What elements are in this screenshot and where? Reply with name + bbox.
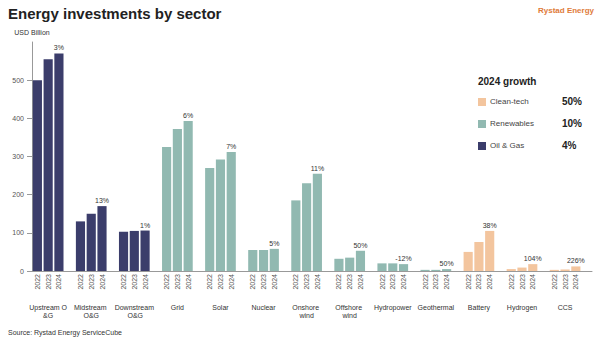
svg-text:1%: 1%	[140, 222, 150, 229]
svg-text:2023: 2023	[303, 274, 310, 290]
svg-text:2024 growth: 2024 growth	[478, 76, 536, 87]
svg-text:Clean-tech: Clean-tech	[490, 97, 529, 106]
svg-text:50%: 50%	[562, 96, 582, 107]
svg-text:Nuclear: Nuclear	[251, 304, 276, 311]
svg-text:Upstream O: Upstream O	[29, 304, 67, 312]
svg-text:Battery: Battery	[468, 304, 491, 312]
svg-text:2024: 2024	[529, 274, 536, 290]
svg-text:-12%: -12%	[395, 255, 411, 262]
svg-text:2022: 2022	[206, 274, 213, 290]
svg-text:2023: 2023	[260, 274, 267, 290]
svg-text:38%: 38%	[483, 222, 497, 229]
svg-text:Geothermal: Geothermal	[418, 304, 455, 311]
svg-text:500: 500	[12, 77, 24, 84]
svg-text:2024: 2024	[228, 274, 235, 290]
svg-text:6%: 6%	[183, 112, 193, 119]
svg-text:2023: 2023	[131, 274, 138, 290]
svg-text:Offshore: Offshore	[335, 304, 364, 311]
svg-text:2024: 2024	[572, 274, 579, 290]
svg-text:USD Billion: USD Billion	[14, 29, 50, 36]
svg-text:100: 100	[12, 229, 24, 236]
svg-text:2023: 2023	[475, 274, 482, 290]
svg-text:2022: 2022	[379, 274, 386, 290]
svg-text:Downstream: Downstream	[115, 304, 154, 311]
svg-text:2023: 2023	[45, 274, 52, 290]
svg-text:300: 300	[12, 153, 24, 160]
svg-text:10%: 10%	[562, 118, 582, 129]
svg-text:50%: 50%	[353, 242, 367, 249]
svg-text:2024: 2024	[486, 274, 493, 290]
svg-text:50%: 50%	[440, 260, 454, 267]
svg-text:Onshore: Onshore	[292, 304, 321, 311]
svg-text:Energy investments by sector: Energy investments by sector	[8, 5, 222, 22]
svg-text:2024: 2024	[142, 274, 149, 290]
svg-text:0: 0	[20, 268, 24, 275]
svg-text:2023: 2023	[88, 274, 95, 290]
svg-text:Solar: Solar	[212, 304, 229, 311]
svg-text:13%: 13%	[95, 197, 109, 204]
svg-text:4%: 4%	[562, 140, 577, 151]
svg-text:2024: 2024	[271, 274, 278, 290]
svg-text:2024: 2024	[99, 274, 106, 290]
svg-text:Hydrogen: Hydrogen	[507, 304, 537, 312]
svg-text:2024: 2024	[185, 274, 192, 290]
svg-text:2022: 2022	[163, 274, 170, 290]
svg-text:2022: 2022	[77, 274, 84, 290]
svg-text:&G: &G	[43, 312, 53, 319]
svg-text:2023: 2023	[519, 274, 526, 290]
svg-text:400: 400	[12, 115, 24, 122]
svg-text:5%: 5%	[269, 240, 279, 247]
svg-text:11%: 11%	[311, 165, 325, 172]
svg-text:2023: 2023	[432, 274, 439, 290]
svg-text:3%: 3%	[54, 44, 64, 51]
svg-text:2023: 2023	[346, 274, 353, 290]
svg-text:104%: 104%	[524, 255, 542, 262]
svg-text:2023: 2023	[174, 274, 181, 290]
svg-text:2022: 2022	[508, 274, 515, 290]
svg-text:CCS: CCS	[558, 304, 573, 311]
svg-text:Rystad Energy: Rystad Energy	[538, 6, 595, 15]
svg-text:O&G: O&G	[126, 312, 144, 319]
svg-text:wind: wind	[298, 312, 314, 319]
svg-text:2022: 2022	[551, 274, 558, 290]
svg-text:Grid: Grid	[171, 304, 184, 311]
svg-text:2024: 2024	[443, 274, 450, 290]
svg-text:2022: 2022	[335, 274, 342, 290]
svg-text:2022: 2022	[120, 274, 127, 290]
svg-text:Oil & Gas: Oil & Gas	[490, 141, 524, 150]
svg-text:Midstream: Midstream	[74, 304, 109, 311]
svg-text:2024: 2024	[400, 274, 407, 290]
svg-text:2022: 2022	[34, 274, 41, 290]
svg-text:226%: 226%	[567, 257, 585, 264]
svg-text:2022: 2022	[249, 274, 256, 290]
svg-text:O&G: O&G	[83, 312, 99, 319]
svg-text:2023: 2023	[562, 274, 569, 290]
svg-text:wind: wind	[341, 312, 357, 319]
svg-text:2024: 2024	[55, 274, 62, 290]
svg-text:2022: 2022	[422, 274, 429, 290]
svg-text:Hydropower: Hydropower	[374, 304, 412, 312]
svg-text:2023: 2023	[389, 274, 396, 290]
svg-text:2023: 2023	[217, 274, 224, 290]
svg-text:2022: 2022	[465, 274, 472, 290]
svg-text:2022: 2022	[292, 274, 299, 290]
svg-text:Source: Rystad Energy ServiceC: Source: Rystad Energy ServiceCube	[8, 329, 122, 337]
svg-text:Renewables: Renewables	[490, 119, 534, 128]
svg-text:2024: 2024	[314, 274, 321, 290]
svg-text:200: 200	[12, 191, 24, 198]
svg-text:2024: 2024	[357, 274, 364, 290]
svg-text:7%: 7%	[226, 143, 236, 150]
